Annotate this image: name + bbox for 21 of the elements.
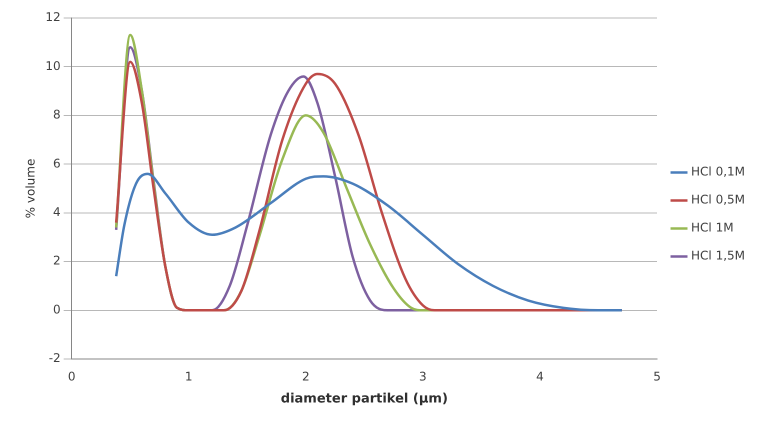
x-tick-label: 2 [302, 369, 310, 384]
legend-label: HCl 1,5M [691, 248, 746, 263]
x-tick-label: 3 [419, 369, 427, 384]
y-tick-label: 0 [53, 302, 61, 316]
y-tick-label: 4 [53, 204, 61, 219]
x-axis-title: diameter partikel (µm) [280, 392, 448, 407]
legend-label: HCl 1M [691, 220, 734, 235]
line-series [114, 172, 624, 312]
x-tick-label: 1 [184, 369, 193, 384]
x-tick-label: 5 [653, 369, 661, 384]
y-tick-label: 12 [45, 10, 61, 24]
x-tick-label: 0 [68, 369, 76, 384]
y-tick-label: 8 [53, 108, 61, 122]
y-axis-title: % volume [23, 158, 38, 218]
legend-label: HCl 0,1M [691, 164, 746, 179]
legend-label: HCl 0,5M [691, 192, 746, 207]
y-tick-label: 10 [45, 58, 61, 73]
y-tick-label: 2 [53, 254, 61, 268]
x-tick-label: 4 [536, 369, 544, 384]
y-tick-label: -2 [48, 351, 61, 366]
y-tick-label: 6 [53, 156, 61, 170]
